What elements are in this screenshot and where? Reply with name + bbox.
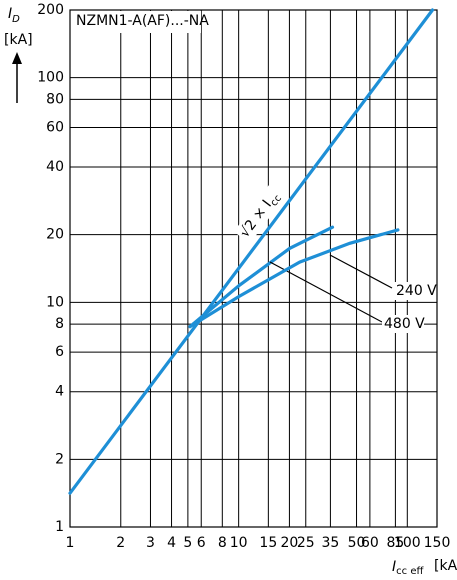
x-tick-label: 1 bbox=[66, 535, 75, 551]
lines bbox=[68, 8, 435, 495]
x-tick-label: 150 bbox=[424, 535, 451, 551]
x-tick-label: 6 bbox=[197, 535, 206, 551]
data-line bbox=[188, 228, 400, 329]
chart-title: NZMN1-A(AF)...-NA bbox=[76, 13, 209, 29]
x-tick-label: 8 bbox=[218, 535, 227, 551]
y-tick-label: 100 bbox=[37, 70, 64, 86]
y-tick-label: 80 bbox=[46, 91, 64, 107]
y-tick-label: 10 bbox=[46, 294, 64, 310]
leader-line bbox=[329, 254, 393, 289]
data-line bbox=[188, 225, 335, 329]
x-tick-label: 60 bbox=[361, 535, 379, 551]
grid bbox=[69, 9, 438, 528]
series-label: 240 V bbox=[396, 283, 437, 299]
y-tick-label: 200 bbox=[37, 2, 64, 18]
y-tick-label: 60 bbox=[46, 119, 64, 135]
x-tick-label: 4 bbox=[167, 535, 176, 551]
y-label: ID bbox=[8, 6, 20, 25]
series-label-sub: cc bbox=[269, 193, 284, 208]
x-tick-label: 15 bbox=[259, 535, 277, 551]
y-tick-label: 4 bbox=[55, 384, 64, 400]
x-label-sub: cc eff bbox=[396, 566, 424, 577]
y-label-main: I bbox=[8, 6, 12, 22]
data-line bbox=[68, 8, 435, 495]
title-box bbox=[71, 11, 201, 33]
x-tick-label: 3 bbox=[146, 535, 155, 551]
y-tick-label: 40 bbox=[46, 159, 64, 175]
x-tick-label: 5 bbox=[183, 535, 192, 551]
x-tick-label: 20 bbox=[281, 535, 299, 551]
x-tick-label: 10 bbox=[230, 535, 248, 551]
x-tick-label: 35 bbox=[321, 535, 339, 551]
y-tick-label: 20 bbox=[46, 227, 64, 243]
x-tick-label: 2 bbox=[116, 535, 125, 551]
y-unit: [kA] bbox=[4, 32, 33, 48]
x-tick-label: 100 bbox=[394, 535, 421, 551]
y-label-sub: D bbox=[12, 14, 20, 25]
plot-frame bbox=[69, 9, 438, 528]
label-bg bbox=[394, 282, 436, 300]
y-tick-label: 1 bbox=[55, 519, 64, 535]
series-label: 480 V bbox=[384, 316, 425, 332]
x-unit: [kA] bbox=[434, 558, 457, 574]
label-bg bbox=[233, 182, 288, 244]
leader-line bbox=[269, 261, 383, 323]
y-arrow-head bbox=[12, 52, 22, 64]
y-tick-label: 2 bbox=[55, 451, 64, 467]
x-label: Icc eff bbox=[392, 559, 424, 577]
x-tick-label: 25 bbox=[297, 535, 315, 551]
x-label-main: I bbox=[392, 559, 396, 575]
x-tick-label: 50 bbox=[348, 535, 366, 551]
label-bg bbox=[382, 315, 424, 333]
y-tick-label: 8 bbox=[55, 316, 64, 332]
y-tick-label: 6 bbox=[55, 344, 64, 360]
x-tick-label: 85 bbox=[386, 535, 404, 551]
